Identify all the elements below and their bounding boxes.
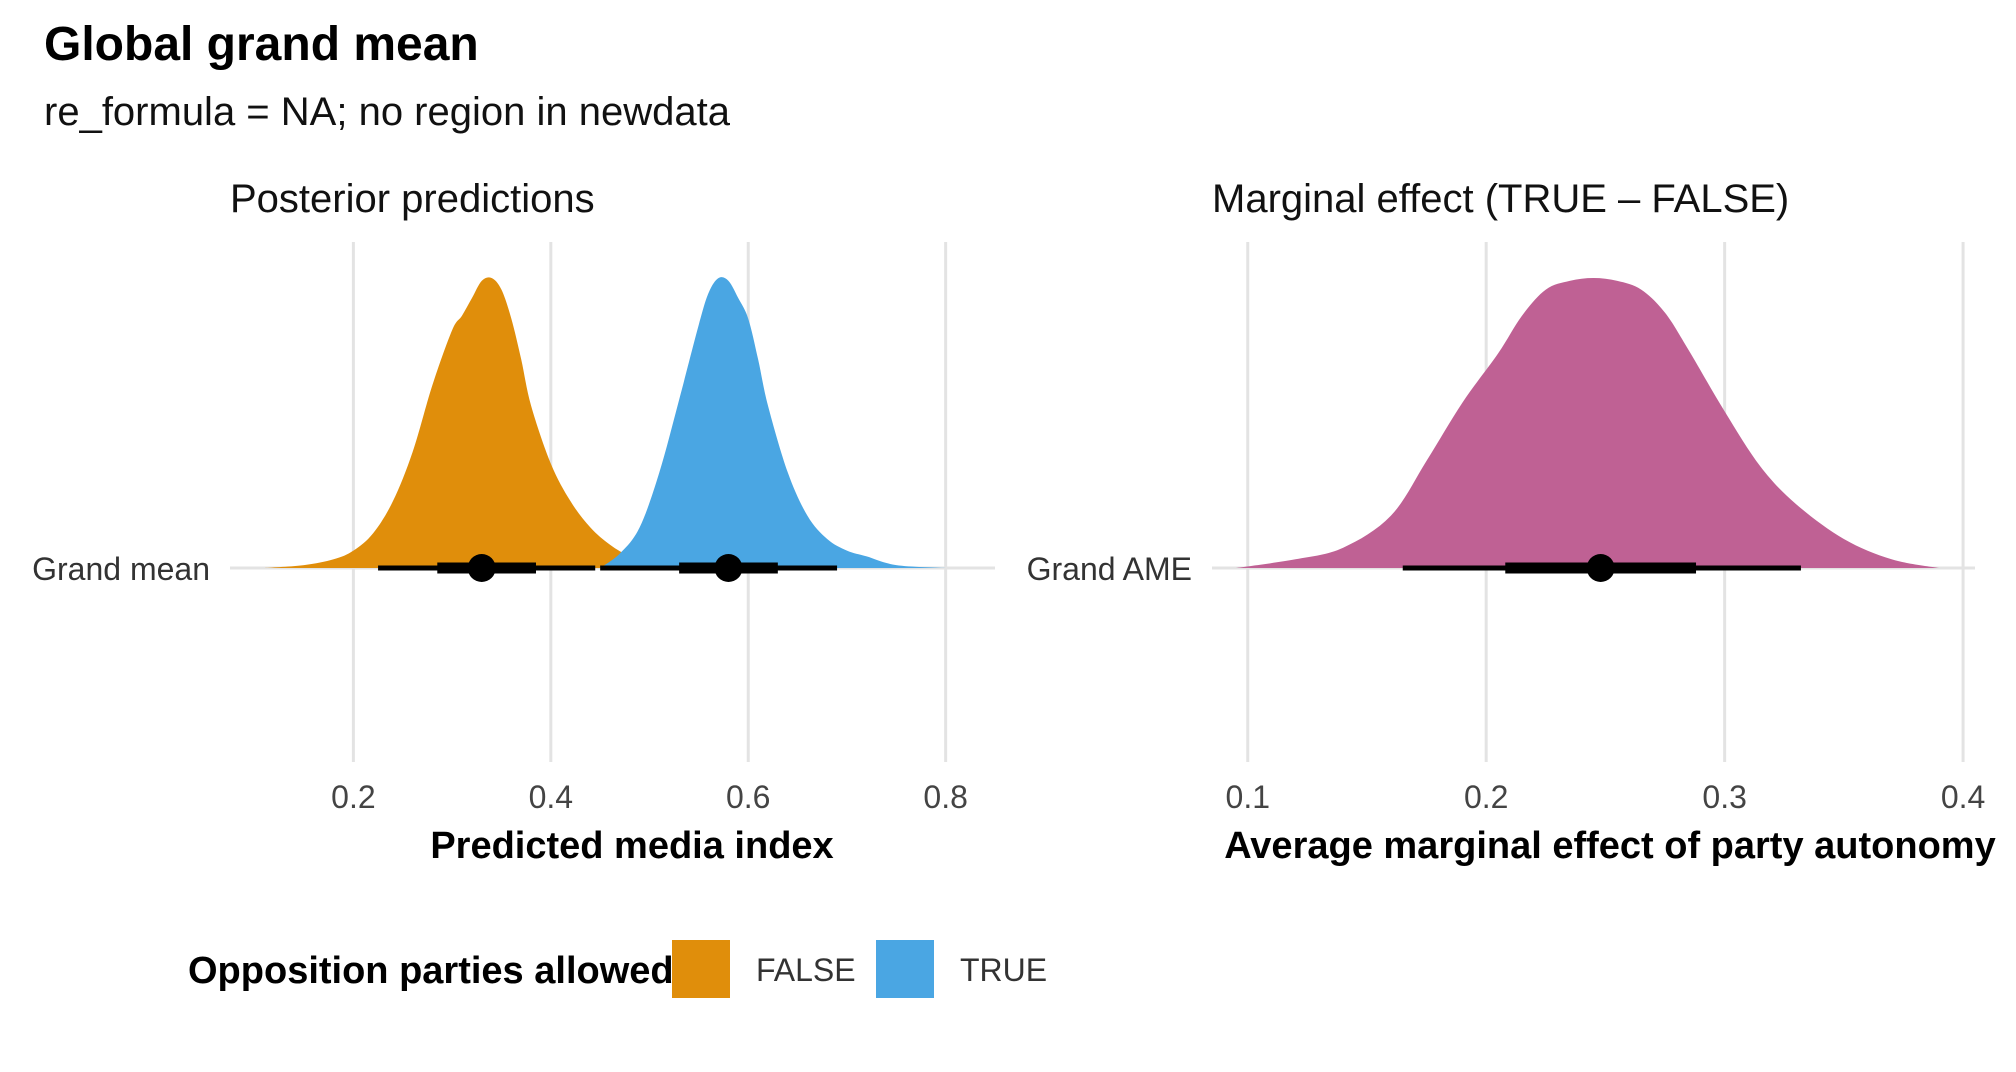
point-estimate-true [714,554,743,582]
x-tick-label: 0.6 [726,779,770,815]
density-layer [264,277,946,568]
x-axis-title: Average marginal effect of party autonom… [1224,825,1995,867]
point-estimate-ame [1586,554,1615,582]
x-tick-label: 0.4 [1941,779,1985,815]
figure-title: Global grand mean [44,18,479,71]
grid-lines [230,242,995,762]
figure-subtitle: re_formula = NA; no region in newdata [44,90,731,134]
x-tick-label: 0.4 [529,779,573,815]
panel-posterior-predictions: Posterior predictions 0.2 0.4 0.6 0.8 Grand… [32,177,995,867]
panel-marginal-effect: Marginal effect (TRUE – FALSE) 0.1 0.2 0.3… [1027,177,1996,867]
density-true [600,277,946,568]
row-label: Grand mean [32,551,210,587]
x-tick-label: 0.1 [1226,779,1270,815]
density-ame [1235,278,1940,568]
interval-layer [1402,554,1801,582]
panel-title: Marginal effect (TRUE – FALSE) [1212,177,1789,221]
x-tick-label: 0.3 [1702,779,1746,815]
legend-title: Opposition parties allowed [188,950,674,992]
x-tick-label: 0.8 [923,779,967,815]
legend-label-true: TRUE [960,952,1047,988]
density-layer [1235,278,1940,568]
legend-swatch-true [876,940,934,998]
row-label: Grand AME [1027,551,1192,587]
density-false [264,277,699,568]
interval-layer [378,554,838,582]
legend: Opposition parties allowed FALSE TRUE [188,940,1047,998]
x-tick-labels: 0.1 0.2 0.3 0.4 [1226,779,1986,815]
x-tick-label: 0.2 [331,779,375,815]
x-tick-labels: 0.2 0.4 0.6 0.8 [331,779,968,815]
legend-swatch-false [672,940,730,998]
point-estimate-false [467,554,496,582]
x-axis-title: Predicted media index [430,825,833,867]
legend-label-false: FALSE [756,952,856,988]
x-tick-label: 0.2 [1464,779,1508,815]
panel-title: Posterior predictions [230,177,595,221]
